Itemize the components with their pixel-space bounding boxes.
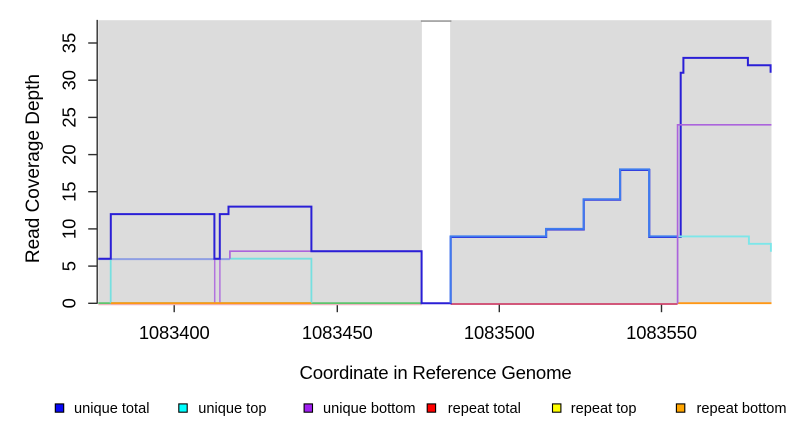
- svg-text:unique total: unique total: [74, 401, 149, 417]
- svg-text:5: 5: [59, 261, 80, 271]
- svg-text:1083400: 1083400: [139, 322, 210, 343]
- svg-text:20: 20: [59, 144, 80, 164]
- svg-text:Coordinate in Reference Genome: Coordinate in Reference Genome: [299, 362, 571, 383]
- svg-text:0: 0: [59, 298, 80, 308]
- svg-text:10: 10: [59, 219, 80, 239]
- svg-text:15: 15: [59, 181, 80, 201]
- svg-text:35: 35: [59, 33, 80, 53]
- svg-text:Read Coverage Depth: Read Coverage Depth: [23, 74, 44, 263]
- svg-text:unique top: unique top: [198, 401, 266, 417]
- svg-text:repeat total: repeat total: [448, 401, 521, 417]
- svg-text:repeat top: repeat top: [571, 401, 637, 417]
- svg-text:1083550: 1083550: [626, 322, 697, 343]
- svg-text:30: 30: [59, 70, 80, 90]
- svg-text:1083500: 1083500: [464, 322, 535, 343]
- svg-text:1083450: 1083450: [302, 322, 373, 343]
- svg-text:25: 25: [59, 107, 80, 127]
- svg-text:unique bottom: unique bottom: [323, 401, 416, 417]
- svg-text:repeat bottom: repeat bottom: [697, 401, 787, 417]
